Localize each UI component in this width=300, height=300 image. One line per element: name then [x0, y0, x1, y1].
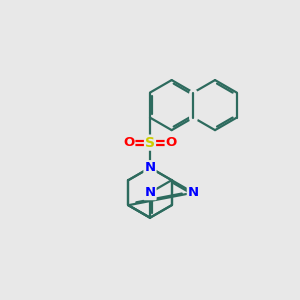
Text: O: O	[123, 136, 134, 149]
Text: N: N	[188, 186, 199, 199]
Text: O: O	[166, 136, 177, 149]
Text: N: N	[144, 161, 156, 174]
Text: S: S	[145, 136, 155, 150]
Text: N: N	[144, 186, 156, 199]
